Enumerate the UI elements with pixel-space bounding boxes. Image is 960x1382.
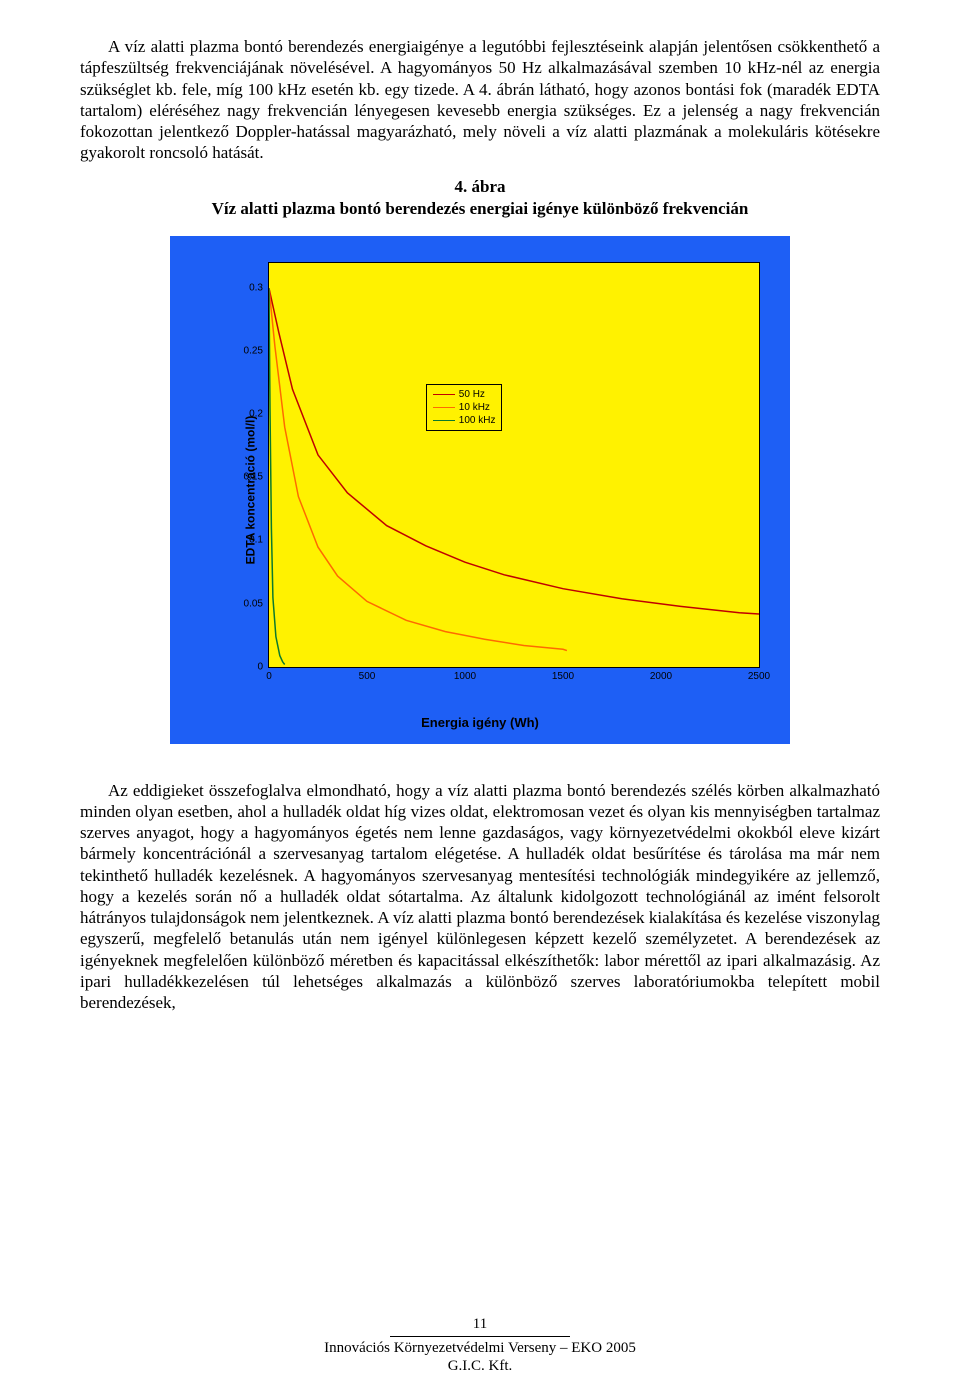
y-tick-label: 0.2 <box>223 409 269 420</box>
x-axis-label: Energia igény (Wh) <box>170 715 790 730</box>
y-tick-label: 0.3 <box>223 282 269 293</box>
footer-line-2: G.I.C. Kft. <box>0 1357 960 1376</box>
paragraph-1: A víz alatti plazma bontó berendezés ene… <box>80 36 880 164</box>
series-line <box>269 288 567 650</box>
legend-swatch <box>433 420 455 421</box>
y-tick-label: 0.05 <box>223 598 269 609</box>
chart-svg <box>269 263 759 667</box>
y-tick-label: 0.25 <box>223 346 269 357</box>
figure-caption: 4. ábra Víz alatti plazma bontó berendez… <box>80 176 880 220</box>
legend: 50 Hz10 kHz100 kHz <box>426 384 503 431</box>
x-tick-label: 0 <box>266 667 272 682</box>
legend-item: 100 kHz <box>433 414 496 427</box>
y-tick-label: 0.15 <box>223 472 269 483</box>
paragraph-2: Az eddigieket összefoglalva elmondható, … <box>80 780 880 1014</box>
legend-item: 10 kHz <box>433 401 496 414</box>
legend-swatch <box>433 407 455 408</box>
x-tick-label: 2500 <box>748 667 770 682</box>
plot-area: 50 Hz10 kHz100 kHz 00.050.10.150.20.250.… <box>268 262 760 668</box>
x-tick-label: 500 <box>359 667 376 682</box>
caption-line-1: 4. ábra <box>455 177 506 196</box>
x-tick-label: 1000 <box>454 667 476 682</box>
x-tick-label: 2000 <box>650 667 672 682</box>
y-tick-label: 0.1 <box>223 535 269 546</box>
x-tick-label: 1500 <box>552 667 574 682</box>
page: A víz alatti plazma bontó berendezés ene… <box>0 0 960 1382</box>
series-line <box>269 288 759 614</box>
figure-outer: EDTA koncentráció (mol/l) Energia igény … <box>170 236 790 744</box>
page-number: 11 <box>0 1315 960 1334</box>
page-footer: 11 Innovációs Környezetvédelmi Verseny –… <box>0 1315 960 1376</box>
legend-label: 10 kHz <box>459 401 490 414</box>
legend-swatch <box>433 394 455 395</box>
y-tick-label: 0 <box>223 661 269 672</box>
caption-line-2: Víz alatti plazma bontó berendezés energ… <box>212 199 749 218</box>
legend-label: 50 Hz <box>459 388 485 401</box>
legend-item: 50 Hz <box>433 388 496 401</box>
footer-line-1: Innovációs Környezetvédelmi Verseny – EK… <box>0 1339 960 1358</box>
footer-rule <box>390 1336 570 1337</box>
figure-4: EDTA koncentráció (mol/l) Energia igény … <box>80 236 880 744</box>
legend-label: 100 kHz <box>459 414 496 427</box>
